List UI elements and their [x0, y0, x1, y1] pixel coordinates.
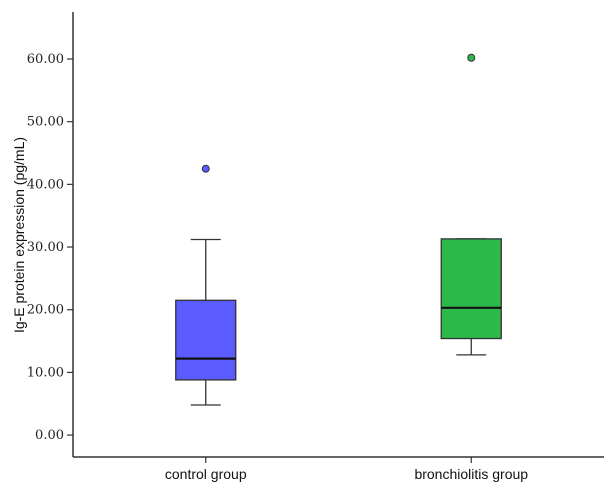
x-tick-label: bronchiolitis group	[414, 466, 528, 482]
x-tick-label: control group	[165, 466, 247, 482]
x-axis: control group bronchiolitis group	[73, 456, 604, 482]
y-tick-label: 40.00	[27, 177, 64, 192]
y-tick-label: 30.00	[27, 240, 64, 255]
iqr-box	[440, 238, 502, 340]
iqr-box	[175, 299, 237, 381]
y-tick-label: 0.00	[35, 428, 64, 443]
box-2	[440, 53, 502, 356]
outlier-point	[467, 53, 476, 62]
y-axis: 0.00 10.00 20.00 30.00 40.00 50.00 60.00	[27, 12, 74, 457]
y-tick-label: 50.00	[27, 115, 64, 130]
y-axis-title: Ig-E protein expression (pg/mL)	[11, 137, 27, 333]
box-series	[175, 53, 502, 406]
y-tick-label: 20.00	[27, 303, 64, 318]
box-1	[175, 164, 237, 406]
y-tick-label: 10.00	[27, 365, 64, 380]
outlier-point	[201, 164, 210, 173]
y-tick-label: 60.00	[27, 52, 64, 67]
